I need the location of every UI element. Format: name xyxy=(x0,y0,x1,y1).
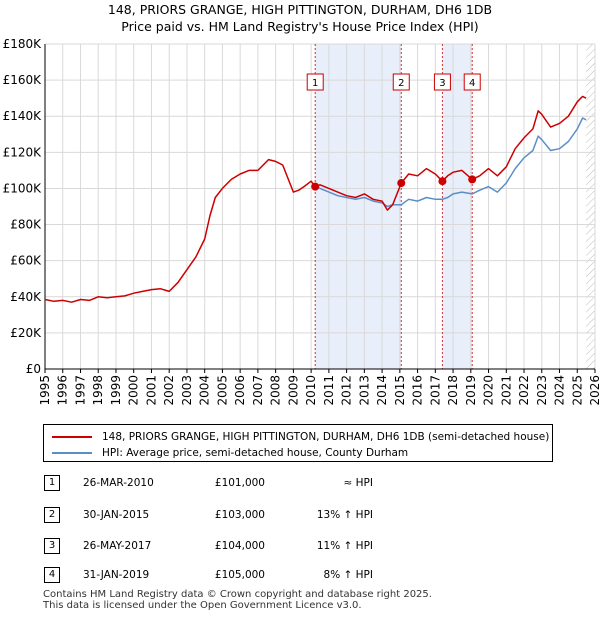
x-tick-label: 2010 xyxy=(304,375,318,406)
y-tick-label: £160K xyxy=(3,73,43,87)
x-tick-label: 2011 xyxy=(322,375,336,406)
footer-licence: This data is licensed under the Open Gov… xyxy=(43,600,362,611)
sale-number-badge: 1 xyxy=(44,475,60,491)
sale-label-box xyxy=(433,73,451,91)
sale-label-box xyxy=(392,73,410,91)
x-tick-label: 2007 xyxy=(251,375,265,406)
hpi-series-line xyxy=(314,117,587,208)
x-tick-label: 1999 xyxy=(109,375,123,406)
y-tick-label: £120K xyxy=(3,145,43,159)
x-tick-label: 1998 xyxy=(91,375,105,406)
x-tick-label: 2021 xyxy=(499,375,513,406)
x-tick-label: 2018 xyxy=(446,375,460,406)
sale-hpi-relation: 11% ↑ HPI xyxy=(316,540,373,552)
sale-label-box xyxy=(463,73,481,91)
sale-label-box xyxy=(306,73,324,91)
chart-subtitle: Price paid vs. HM Land Registry's House … xyxy=(121,19,478,34)
y-tick-label: £140K xyxy=(3,109,43,123)
footer-attribution: Contains HM Land Registry data © Crown c… xyxy=(43,589,432,611)
x-tick-label: 2014 xyxy=(375,375,389,406)
sale-date: 26-MAR-2010 xyxy=(83,477,154,489)
x-tick-label: 2025 xyxy=(570,375,584,406)
y-tick-label: £100K xyxy=(3,181,43,195)
legend-label-hpi: HPI: Average price, semi-detached house,… xyxy=(102,447,409,459)
sale-point xyxy=(468,175,477,184)
x-tick-label: 2013 xyxy=(357,375,371,406)
sale-price: £105,000 xyxy=(214,569,265,581)
x-tick-label: 2000 xyxy=(127,375,141,406)
footer-copyright: Contains HM Land Registry data © Crown c… xyxy=(43,589,432,600)
x-tick-label: 1996 xyxy=(56,375,70,406)
sale-date: 30-JAN-2015 xyxy=(83,509,150,521)
x-tick-label: 2020 xyxy=(482,375,496,406)
sale-row: 3 26-MAY-2017 £104,000 11% ↑ HPI xyxy=(43,537,563,557)
x-tick-label: 2015 xyxy=(393,375,407,406)
sale-number-badge: 4 xyxy=(44,567,60,583)
x-tick-label: 2026 xyxy=(588,375,600,406)
sale-label-number: 4 xyxy=(469,78,475,89)
sale-label-number: 3 xyxy=(439,78,445,89)
sale-hpi-relation: ≈ HPI xyxy=(343,477,373,489)
x-tick-label: 2017 xyxy=(428,375,442,406)
sale-row: 4 31-JAN-2019 £105,000 8% ↑ HPI xyxy=(43,566,563,586)
sale-label-number: 2 xyxy=(398,78,404,89)
y-tick-label: £40K xyxy=(10,290,42,304)
x-tick-label: 1997 xyxy=(73,375,87,406)
x-tick-label: 2001 xyxy=(144,375,158,406)
legend-label-property: 148, PRIORS GRANGE, HIGH PITTINGTON, DUR… xyxy=(102,431,550,443)
sale-row: 1 26-MAR-2010 £101,000 ≈ HPI xyxy=(43,474,563,494)
sale-point xyxy=(438,177,447,186)
y-tick-label: £60K xyxy=(10,254,42,268)
y-tick-label: £180K xyxy=(3,37,43,51)
x-tick-label: 2005 xyxy=(215,375,229,406)
price-chart: 148, PRIORS GRANGE, HIGH PITTINGTON, DUR… xyxy=(3,2,600,406)
sale-price: £104,000 xyxy=(214,540,265,552)
y-tick-label: £0 xyxy=(26,362,41,376)
sale-number-badge: 2 xyxy=(44,507,60,523)
x-tick-label: 2019 xyxy=(464,375,478,406)
x-tick-label: 2023 xyxy=(535,375,549,406)
sale-hpi-relation: 8% ↑ HPI xyxy=(323,569,373,581)
sale-point xyxy=(311,182,320,191)
sale-number-badge: 3 xyxy=(44,538,60,554)
sale-point xyxy=(397,179,406,188)
shaded-span xyxy=(442,44,473,369)
x-tick-label: 2008 xyxy=(269,375,283,406)
future-hatch-region xyxy=(586,44,595,369)
sale-price: £103,000 xyxy=(214,509,265,521)
x-tick-label: 2016 xyxy=(411,375,425,406)
chart-title: 148, PRIORS GRANGE, HIGH PITTINGTON, DUR… xyxy=(108,2,492,17)
sale-date: 26-MAY-2017 xyxy=(83,540,152,552)
legend-swatch-hpi xyxy=(52,452,92,454)
sale-label-number: 1 xyxy=(312,78,318,89)
x-tick-label: 2024 xyxy=(553,375,567,406)
sale-date: 31-JAN-2019 xyxy=(83,569,150,581)
y-tick-label: £80K xyxy=(10,218,42,232)
x-tick-label: 2006 xyxy=(233,375,247,406)
x-tick-label: 2002 xyxy=(162,375,176,406)
x-tick-label: 2003 xyxy=(180,375,194,406)
legend-swatch-property xyxy=(52,436,92,438)
x-tick-label: 2022 xyxy=(517,375,531,406)
sale-price: £101,000 xyxy=(214,477,265,489)
sale-hpi-relation: 13% ↑ HPI xyxy=(316,509,373,521)
x-tick-label: 2004 xyxy=(198,375,212,406)
x-tick-label: 2009 xyxy=(286,375,300,406)
x-tick-label: 2012 xyxy=(340,375,354,406)
y-tick-label: £20K xyxy=(10,326,42,340)
sale-row: 2 30-JAN-2015 £103,000 13% ↑ HPI xyxy=(43,506,563,526)
chart-legend: 148, PRIORS GRANGE, HIGH PITTINGTON, DUR… xyxy=(43,424,553,462)
x-tick-label: 1995 xyxy=(38,375,52,406)
